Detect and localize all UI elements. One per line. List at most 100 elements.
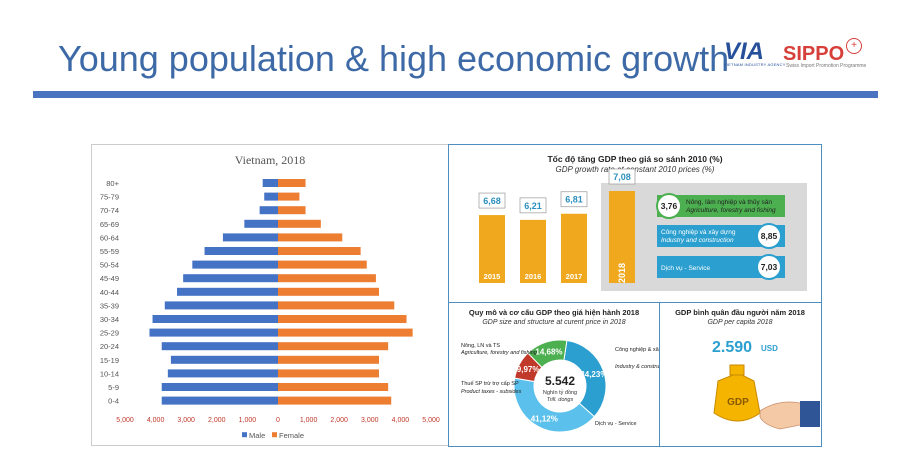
female-bar bbox=[278, 287, 379, 296]
population-pyramid-panel: Vietnam, 2018 0-4 5-9 10-14 15-19 20-24 25-29 3… bbox=[91, 144, 449, 446]
per-capita-subtitle: GDP per capita 2018 bbox=[707, 319, 772, 326]
male-bar bbox=[244, 219, 278, 228]
male-bar bbox=[204, 247, 278, 255]
female-bar bbox=[278, 369, 379, 378]
x-tick-label: 5,000 bbox=[422, 417, 440, 424]
x-tick-label: 2,000 bbox=[330, 417, 348, 424]
growth-value-box bbox=[478, 192, 506, 209]
sector-value-circle bbox=[656, 193, 682, 219]
x-tick-label: 4,000 bbox=[392, 417, 410, 424]
growth-value-label: 6,68 bbox=[483, 196, 501, 206]
gdp-structure-panel: Quy mô và cơ cấu GDP theo giá hiện hành … bbox=[448, 302, 676, 447]
sector-name-en: Agriculture, forestry and fishing bbox=[685, 207, 776, 214]
age-group-label: 70-74 bbox=[100, 206, 119, 215]
sippo-logo-subtitle: Swiss Import Promotion Programme bbox=[786, 63, 867, 69]
sector-bar bbox=[657, 195, 785, 217]
label-agriculture-en: Agriculture, forestry and fishing bbox=[460, 350, 538, 356]
growth-value-label: 7,08 bbox=[613, 172, 631, 182]
male-bar bbox=[259, 206, 278, 215]
year-label: 2016 bbox=[525, 272, 542, 281]
growth-bar bbox=[561, 213, 587, 283]
female-bar bbox=[278, 383, 389, 391]
hand-icon bbox=[759, 401, 811, 430]
x-tick-label: 4,000 bbox=[147, 417, 165, 424]
per-capita-value: 2.590 bbox=[712, 339, 752, 356]
money-bag-neck bbox=[729, 364, 745, 376]
growth-value-box bbox=[519, 197, 547, 214]
male-bar bbox=[164, 301, 278, 310]
sector-value-circle bbox=[756, 223, 782, 249]
sector-name-vn: Nông, lâm nghiệp và thủy sản bbox=[686, 198, 772, 206]
per-capita-title: GDP bình quân đầu người năm 2018 bbox=[675, 308, 805, 317]
pyramid-title: Vietnam, 2018 bbox=[235, 153, 306, 167]
gdp-growth-chart: Tốc độ tăng GDP theo giá so sánh 2010 (%… bbox=[478, 154, 807, 291]
male-bar bbox=[152, 315, 278, 323]
x-tick-label: 3,000 bbox=[177, 417, 195, 424]
female-bar bbox=[278, 247, 361, 255]
label-taxes-vn: Thuế SP trừ trợ cấp SP bbox=[461, 381, 519, 387]
gdp-per-capita-panel: GDP bình quân đầu người năm 2018 GDP per … bbox=[659, 302, 822, 447]
growth-bar bbox=[479, 215, 505, 283]
age-group-label: 55-59 bbox=[100, 247, 119, 256]
growth-value-box bbox=[560, 191, 588, 208]
age-group-label: 75-79 bbox=[100, 193, 119, 202]
sector-bar bbox=[657, 256, 785, 278]
money-bag-icon bbox=[713, 372, 761, 422]
title-underline bbox=[33, 91, 878, 98]
x-tick-label: 2,000 bbox=[208, 417, 226, 424]
age-group-label: 50-54 bbox=[100, 261, 119, 270]
gdp-growth-panel: Tốc độ tăng GDP theo giá so sánh 2010 (%… bbox=[448, 144, 822, 303]
male-bar bbox=[264, 192, 278, 201]
label-service: Dịch vụ - Service bbox=[595, 421, 637, 427]
via-logo-subtitle: VIETNAM INDUSTRY AGENCY bbox=[724, 62, 786, 67]
structure-title: Quy mô và cơ cấu GDP theo giá hiện hành … bbox=[469, 308, 639, 317]
x-tick-label: 5,000 bbox=[116, 417, 134, 424]
sector-value: 3,76 bbox=[661, 201, 678, 211]
female-bar bbox=[278, 328, 413, 337]
male-bar bbox=[149, 328, 278, 337]
money-bag-label: GDP bbox=[727, 397, 749, 408]
female-bar bbox=[278, 301, 395, 310]
age-group-label: 15-19 bbox=[100, 356, 119, 365]
male-bar bbox=[183, 274, 278, 283]
sleeve-icon bbox=[800, 401, 820, 427]
label-taxes-en: Product taxes - subsides bbox=[461, 389, 521, 395]
female-bar bbox=[278, 219, 321, 228]
male-bar bbox=[167, 369, 278, 378]
female-bar bbox=[278, 342, 389, 351]
gdp-structure-chart: Quy mô và cơ cấu GDP theo giá hiện hành … bbox=[460, 308, 676, 433]
age-group-label: 10-14 bbox=[100, 369, 119, 378]
via-logo: VIA bbox=[724, 38, 765, 65]
sector-value: 7,03 bbox=[761, 262, 778, 272]
male-bar bbox=[161, 396, 278, 405]
male-bar bbox=[170, 355, 278, 364]
year-label: 2018 bbox=[617, 263, 627, 283]
age-group-label: 0-4 bbox=[108, 397, 119, 406]
label-industry-vn: Công nghiệp & xây dựng bbox=[615, 347, 659, 353]
male-bar bbox=[262, 179, 278, 187]
legend-male-swatch bbox=[242, 432, 247, 438]
donut-center-value: 5.542 bbox=[545, 374, 575, 388]
sippo-logo: SIPPO bbox=[783, 43, 845, 65]
sector-name-en: Industry and construction bbox=[661, 237, 734, 244]
donut-center-unit-vn: Nghìn tỷ đồng bbox=[543, 389, 577, 396]
legend-female-label: Female bbox=[279, 431, 304, 440]
sector-value: 8,85 bbox=[761, 231, 778, 241]
label-agriculture-vn: Nông, LN và TS bbox=[461, 343, 500, 349]
male-bar bbox=[161, 383, 278, 391]
donut-slice bbox=[527, 339, 568, 369]
female-bar bbox=[278, 179, 306, 187]
donut-percent-label: 41,12% bbox=[531, 414, 558, 423]
structure-subtitle: GDP size and structure at curent price i… bbox=[482, 319, 625, 326]
x-tick-label: 1,000 bbox=[300, 417, 318, 424]
age-group-label: 5-9 bbox=[108, 383, 119, 392]
x-tick-label: 1,000 bbox=[239, 417, 257, 424]
sector-name-vn: Dịch vụ - Service bbox=[661, 265, 711, 272]
age-group-label: 80+ bbox=[106, 179, 119, 188]
growth-bar bbox=[609, 191, 635, 283]
female-bar bbox=[278, 274, 376, 283]
year-label: 2017 bbox=[566, 272, 583, 281]
female-bar bbox=[278, 260, 367, 269]
donut-percent-label: 9,97% bbox=[517, 365, 540, 374]
female-bar bbox=[278, 206, 306, 215]
